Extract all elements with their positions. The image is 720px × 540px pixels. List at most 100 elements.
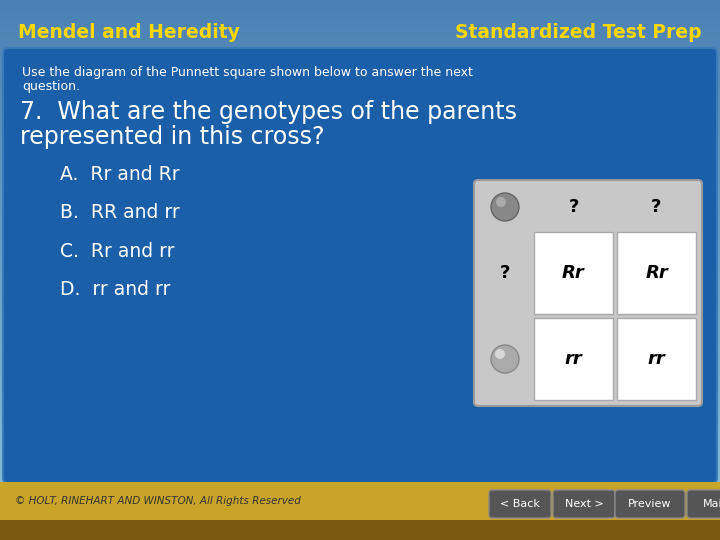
Bar: [0, 286, 720, 289]
Bar: [0, 116, 720, 119]
Bar: [0, 392, 720, 394]
Bar: [0, 316, 720, 319]
Circle shape: [496, 197, 506, 207]
Bar: [0, 265, 720, 267]
Bar: [0, 84, 720, 86]
Text: ?: ?: [500, 264, 510, 282]
Bar: [0, 435, 720, 437]
Bar: [0, 300, 720, 302]
Bar: [0, 14, 720, 16]
Text: rr: rr: [564, 350, 582, 368]
Bar: [617, 232, 696, 314]
Text: < Back: < Back: [500, 499, 540, 509]
Bar: [0, 381, 720, 383]
Text: ?: ?: [568, 198, 579, 216]
Bar: [0, 78, 720, 81]
Bar: [0, 103, 720, 105]
Bar: [0, 367, 720, 370]
Bar: [0, 494, 720, 497]
Text: ?: ?: [652, 198, 662, 216]
Bar: [0, 472, 720, 475]
Bar: [0, 248, 720, 251]
Text: © HOLT, RINEHART AND WINSTON, All Rights Reserved: © HOLT, RINEHART AND WINSTON, All Rights…: [15, 496, 301, 506]
Bar: [0, 76, 720, 78]
Bar: [0, 386, 720, 389]
Bar: [0, 238, 720, 240]
Bar: [0, 467, 720, 470]
Text: rr: rr: [647, 350, 665, 368]
Bar: [0, 362, 720, 364]
Text: C.  Rr and rr: C. Rr and rr: [60, 242, 174, 261]
Text: B.  RR and rr: B. RR and rr: [60, 203, 180, 222]
Bar: [0, 351, 720, 354]
Bar: [0, 51, 720, 54]
Text: Rr: Rr: [645, 264, 668, 282]
Bar: [0, 0, 720, 3]
Bar: [0, 294, 720, 297]
Bar: [0, 375, 720, 378]
Bar: [0, 211, 720, 213]
Bar: [0, 289, 720, 292]
Bar: [0, 232, 720, 235]
Bar: [0, 262, 720, 265]
Text: represented in this cross?: represented in this cross?: [20, 125, 325, 149]
Text: Main: Main: [703, 499, 720, 509]
Text: D.  rr and rr: D. rr and rr: [60, 280, 171, 299]
Bar: [0, 108, 720, 111]
Bar: [0, 256, 720, 259]
Bar: [0, 413, 720, 416]
Bar: [0, 348, 720, 351]
Bar: [0, 513, 720, 516]
Bar: [0, 43, 720, 46]
Bar: [0, 292, 720, 294]
Bar: [0, 532, 720, 535]
Bar: [0, 202, 720, 205]
Bar: [0, 383, 720, 386]
Bar: [0, 86, 720, 89]
Bar: [0, 275, 720, 278]
Circle shape: [495, 349, 505, 359]
Bar: [0, 278, 720, 281]
Bar: [0, 40, 720, 43]
Bar: [0, 432, 720, 435]
Bar: [0, 408, 720, 410]
Bar: [0, 92, 720, 94]
Bar: [0, 130, 720, 132]
Bar: [534, 232, 613, 314]
Bar: [0, 305, 720, 308]
Bar: [0, 151, 720, 154]
Bar: [0, 189, 720, 192]
Bar: [0, 186, 720, 189]
Bar: [0, 464, 720, 467]
FancyBboxPatch shape: [489, 490, 551, 518]
Text: Rr: Rr: [562, 264, 585, 282]
Bar: [0, 113, 720, 116]
Bar: [0, 111, 720, 113]
Bar: [0, 22, 720, 24]
Bar: [0, 462, 720, 464]
Text: Next >: Next >: [564, 499, 603, 509]
Bar: [0, 440, 720, 443]
Bar: [0, 335, 720, 338]
Bar: [0, 397, 720, 400]
Bar: [0, 310, 720, 313]
Bar: [0, 502, 720, 505]
Bar: [0, 421, 720, 424]
Bar: [0, 35, 720, 38]
Bar: [0, 483, 720, 486]
FancyBboxPatch shape: [474, 180, 702, 406]
FancyBboxPatch shape: [615, 490, 685, 518]
Bar: [0, 456, 720, 459]
Bar: [0, 146, 720, 148]
Bar: [0, 478, 720, 481]
Bar: [0, 138, 720, 140]
Bar: [0, 459, 720, 462]
Bar: [0, 516, 720, 518]
Bar: [0, 119, 720, 122]
FancyBboxPatch shape: [553, 490, 615, 518]
Bar: [0, 184, 720, 186]
Bar: [0, 49, 720, 51]
Bar: [0, 537, 720, 540]
Bar: [0, 416, 720, 418]
Bar: [0, 54, 720, 57]
